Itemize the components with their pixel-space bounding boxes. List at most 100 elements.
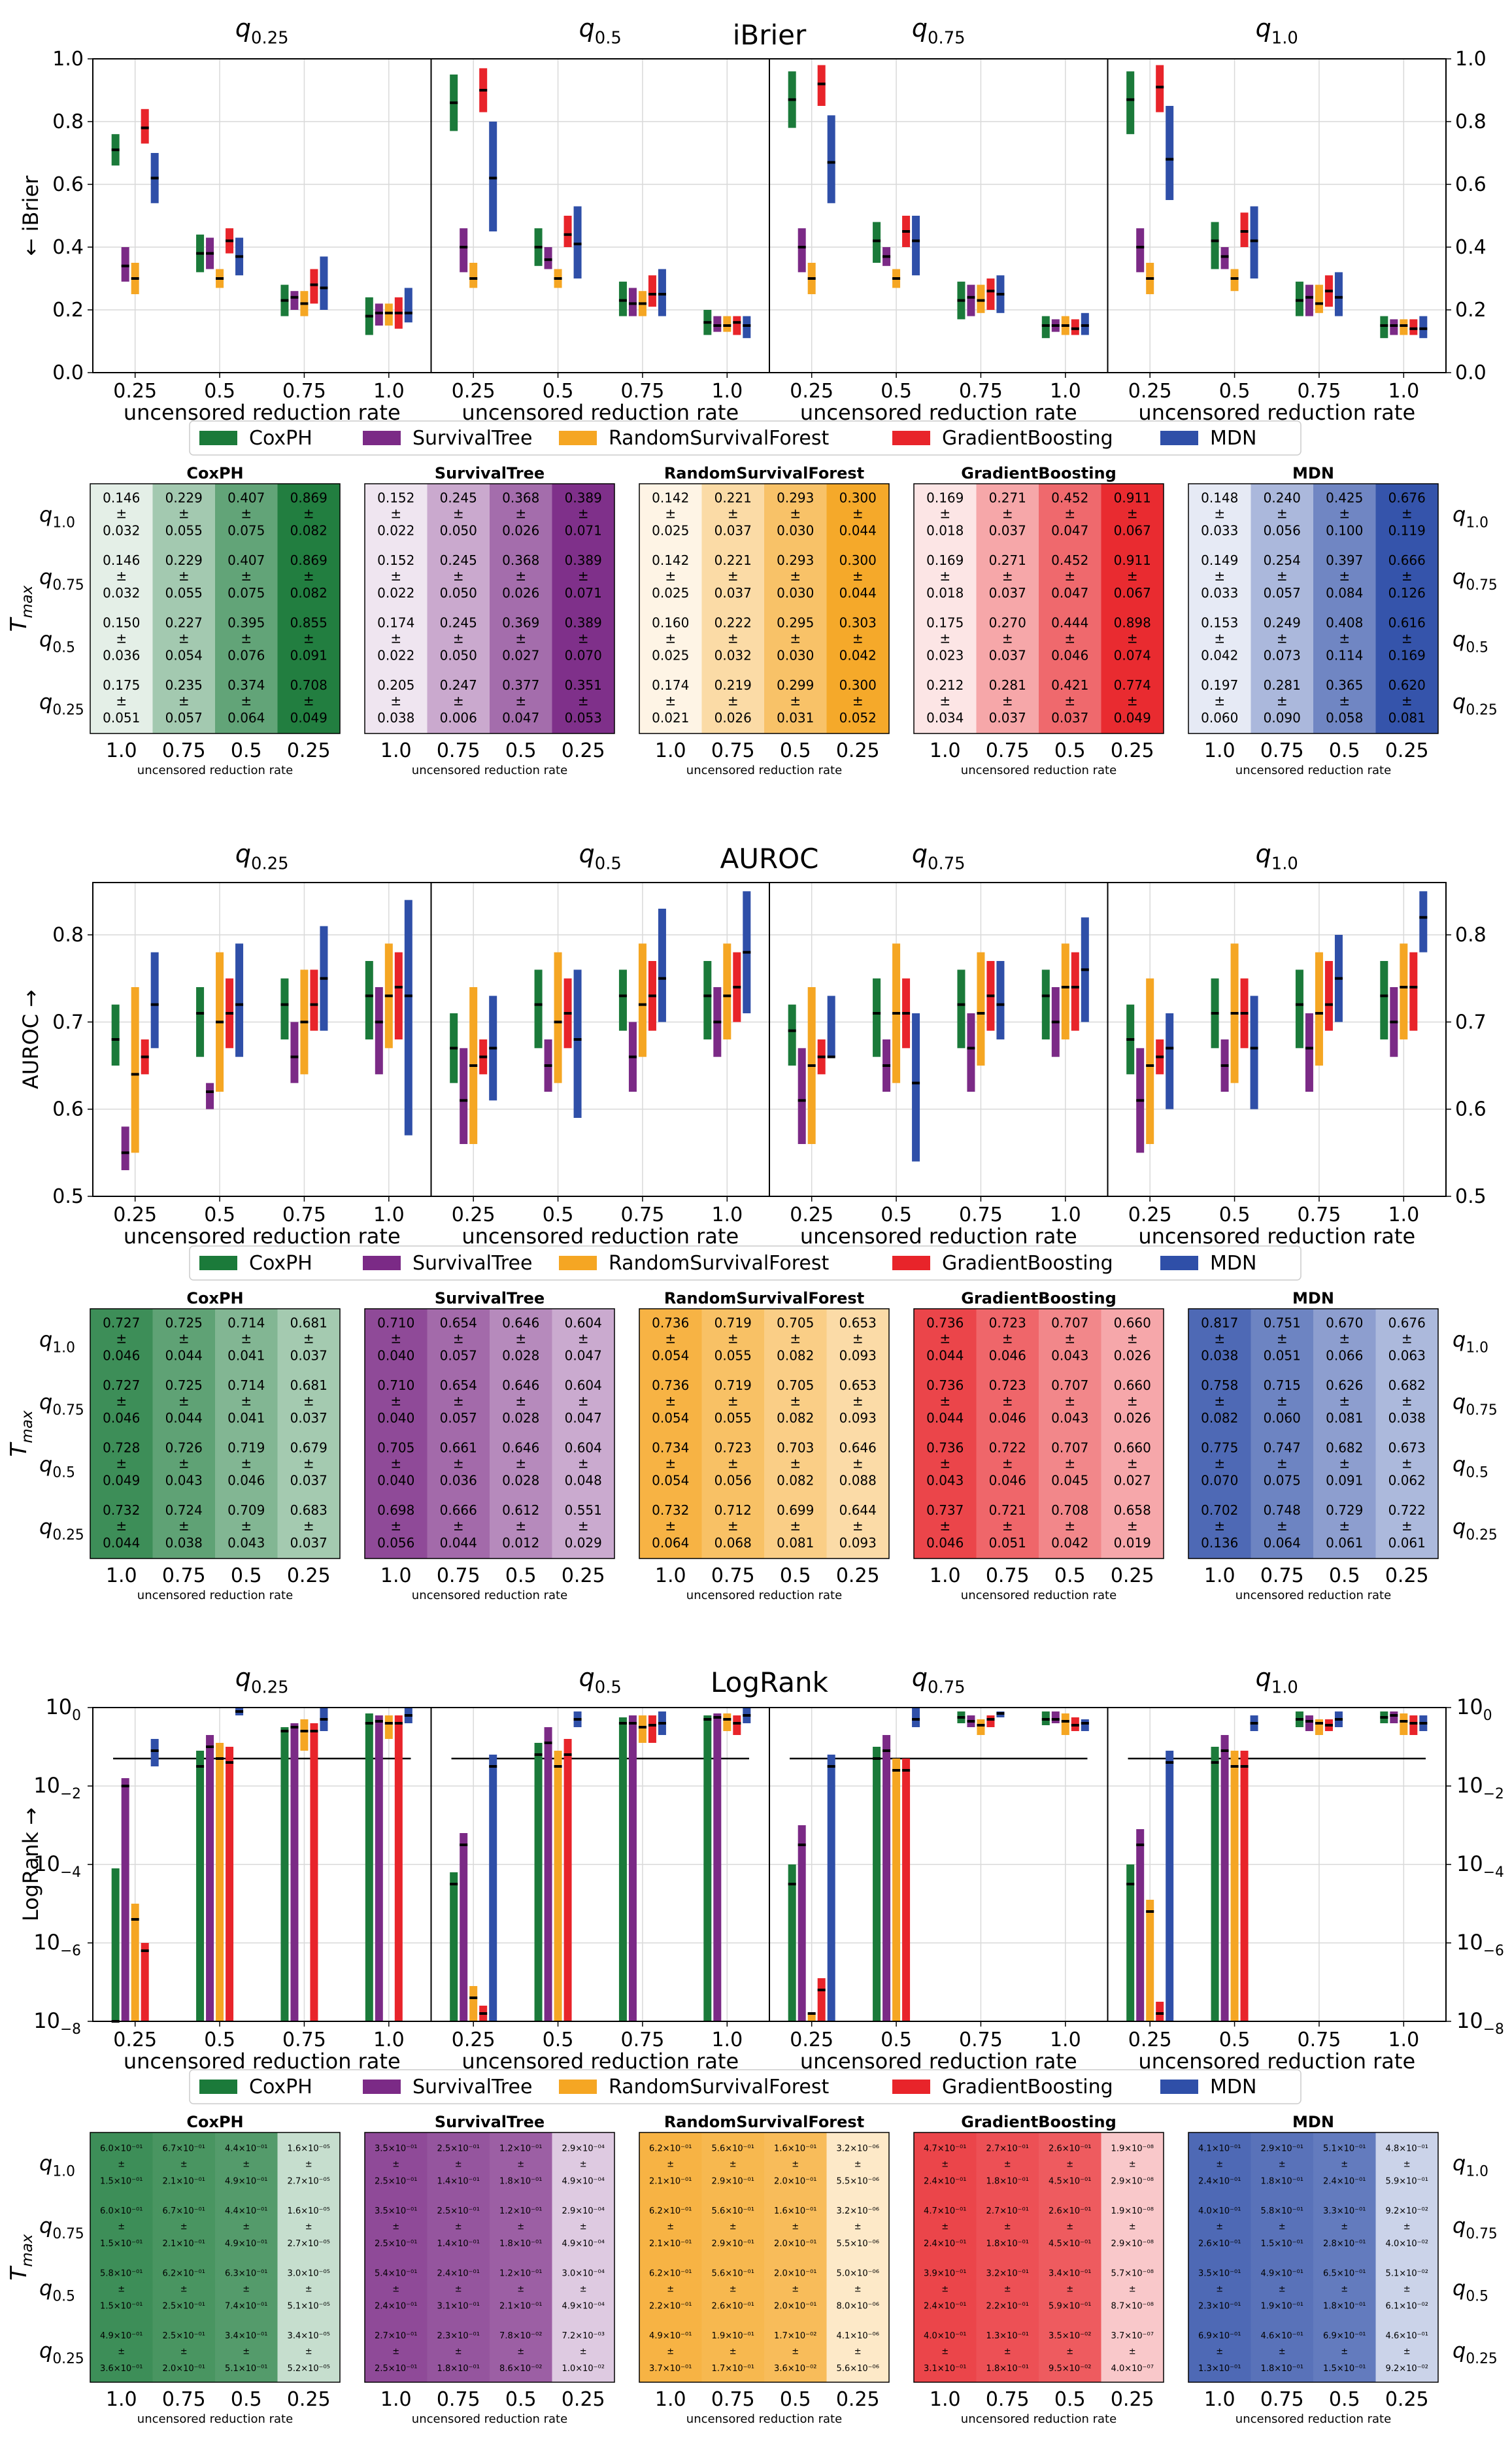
heatmap-x-tick-label: 1.0 (106, 2388, 137, 2411)
cell-sd: 0.044 (839, 522, 877, 538)
y-tick-label: 0.2 (52, 299, 84, 322)
bar-SurvivalTree-0.75 (628, 288, 637, 316)
median-marker (1136, 1099, 1145, 1102)
y-tick-label: 0.6 (52, 1098, 84, 1121)
bar-CoxPH-0.75 (618, 1717, 627, 2021)
cell-mean: 0.153 (1201, 615, 1238, 631)
heatmap-cell (1375, 1496, 1438, 1559)
cell-sd: 1.0×10⁻⁰² (562, 2364, 605, 2374)
cell-sd: 0.046 (926, 1535, 964, 1551)
bar-CoxPH-0.25 (111, 1004, 120, 1066)
heatmap-x-tick-label: 0.25 (836, 1564, 880, 1587)
cell-sd: 5.1×10⁻⁰⁵ (288, 2301, 330, 2311)
cell-mean: 0.683 (290, 1502, 328, 1518)
bar-RandomSurvivalForest-0.25 (131, 1904, 139, 2021)
heatmap-cell (215, 671, 278, 733)
cell-sd: 4.9×10⁻⁰⁴ (562, 2176, 605, 2186)
heatmap-cell (639, 1309, 702, 1372)
heatmap-row-label: q1.0 (39, 1327, 75, 1356)
bar-SurvivalTree-0.25 (460, 228, 468, 273)
bar-MDN-0.75 (1334, 272, 1343, 316)
cell-pm: ± (1403, 2222, 1411, 2232)
bar-CoxPH-1.0 (365, 1713, 373, 2021)
cell-sd: 0.046 (103, 1347, 140, 1363)
cell-mean: 0.676 (1388, 1315, 1426, 1331)
heatmap-cell (90, 1434, 153, 1496)
cell-sd: 0.047 (565, 1347, 602, 1363)
cell-pm: ± (941, 2285, 949, 2295)
cell-sd: 2.4×10⁻⁰¹ (924, 2301, 966, 2311)
cell-sd: 2.0×10⁻⁰¹ (774, 2301, 816, 2311)
cell-pm: ± (517, 2285, 524, 2295)
cell-sd: 4.9×10⁻⁰¹ (225, 2239, 267, 2249)
heatmap-cell (1039, 1496, 1101, 1559)
panel-title: q0.25 (235, 14, 289, 48)
median-marker (733, 986, 741, 988)
cell-sd: 0.032 (714, 647, 752, 663)
bar-CoxPH-1.0 (703, 1715, 712, 2021)
median-marker (1071, 986, 1079, 988)
median-marker (1061, 986, 1069, 988)
bar-RandomSurvivalForest-0.75 (300, 1719, 309, 1751)
median-marker (713, 1020, 722, 1024)
median-marker (1250, 1047, 1258, 1050)
heatmap-cell (826, 1309, 889, 1372)
heatmap-cell (1251, 2319, 1313, 2382)
cell-mean: 0.142 (652, 552, 689, 568)
median-marker (1081, 968, 1089, 971)
cell-pm: ± (1127, 1456, 1138, 1472)
bar-GradientBoosting-0.75 (648, 1715, 656, 1743)
heatmap-cell (1251, 2132, 1313, 2195)
heatmap-cell (914, 1434, 977, 1496)
bar-SurvivalTree-0.75 (290, 1022, 299, 1083)
median-marker (892, 1012, 901, 1015)
cell-sd: 0.066 (1326, 1347, 1363, 1363)
cell-sd: 0.026 (714, 710, 752, 726)
heatmap-cell (365, 1309, 428, 1372)
heatmap-cell (1101, 2257, 1164, 2320)
cell-sd: 2.6×10⁻⁰¹ (1198, 2239, 1241, 2249)
heatmap-cell (1251, 1371, 1313, 1434)
cell-pm: ± (578, 1331, 589, 1347)
cell-mean: 1.3×10⁻⁰¹ (986, 2331, 1029, 2341)
heatmap-x-label: uncensored reduction rate (686, 2412, 842, 2426)
heatmap-cell (365, 2257, 428, 2320)
median-marker (1380, 324, 1388, 327)
heatmap-cell (365, 546, 428, 609)
cell-mean: 0.604 (565, 1315, 602, 1331)
cell-pm: ± (1402, 1518, 1413, 1534)
cell-sd: 0.033 (1201, 522, 1238, 538)
heatmap-cell (1375, 484, 1438, 547)
cell-sd: 0.050 (440, 585, 477, 601)
cell-sd: 0.054 (652, 1472, 689, 1488)
cell-sd: 0.029 (565, 1535, 602, 1551)
heatmap-cell (365, 484, 428, 547)
cell-sd: 3.7×10⁻⁰¹ (649, 2364, 692, 2374)
cell-pm: ± (180, 2285, 188, 2295)
median-marker (1166, 1047, 1174, 1050)
heatmap-x-tick-label: 1.0 (1204, 2388, 1235, 2411)
cell-sd: 0.061 (1388, 1535, 1426, 1551)
cell-mean: 1.2×10⁻⁰¹ (499, 2269, 542, 2279)
heatmap-x-label: uncensored reduction rate (412, 764, 567, 777)
median-marker (873, 239, 881, 243)
median-marker (817, 82, 826, 86)
cell-mean: 5.6×10⁻⁰¹ (712, 2269, 754, 2279)
cell-pm: ± (515, 1456, 526, 1472)
bar-RandomSurvivalForest-1.0 (723, 943, 731, 1039)
cell-mean: 0.661 (440, 1440, 477, 1456)
bar-MDN-0.5 (912, 216, 920, 276)
cell-sd: 0.051 (1264, 1347, 1301, 1363)
heatmap-x-label: uncensored reduction rate (1235, 2412, 1391, 2426)
cell-mean: 0.869 (290, 490, 328, 506)
cell-pm: ± (241, 1331, 252, 1347)
cell-sd: 0.033 (1201, 585, 1238, 601)
cell-mean: 2.4×10⁻⁰¹ (437, 2269, 480, 2279)
median-marker (1250, 239, 1258, 243)
median-marker (216, 277, 224, 280)
bar-CoxPH-1.0 (703, 961, 712, 1039)
bar-MDN-1.0 (404, 900, 412, 1136)
heatmap-cell (215, 1309, 278, 1372)
cell-mean: 6.7×10⁻⁰¹ (163, 2144, 205, 2154)
